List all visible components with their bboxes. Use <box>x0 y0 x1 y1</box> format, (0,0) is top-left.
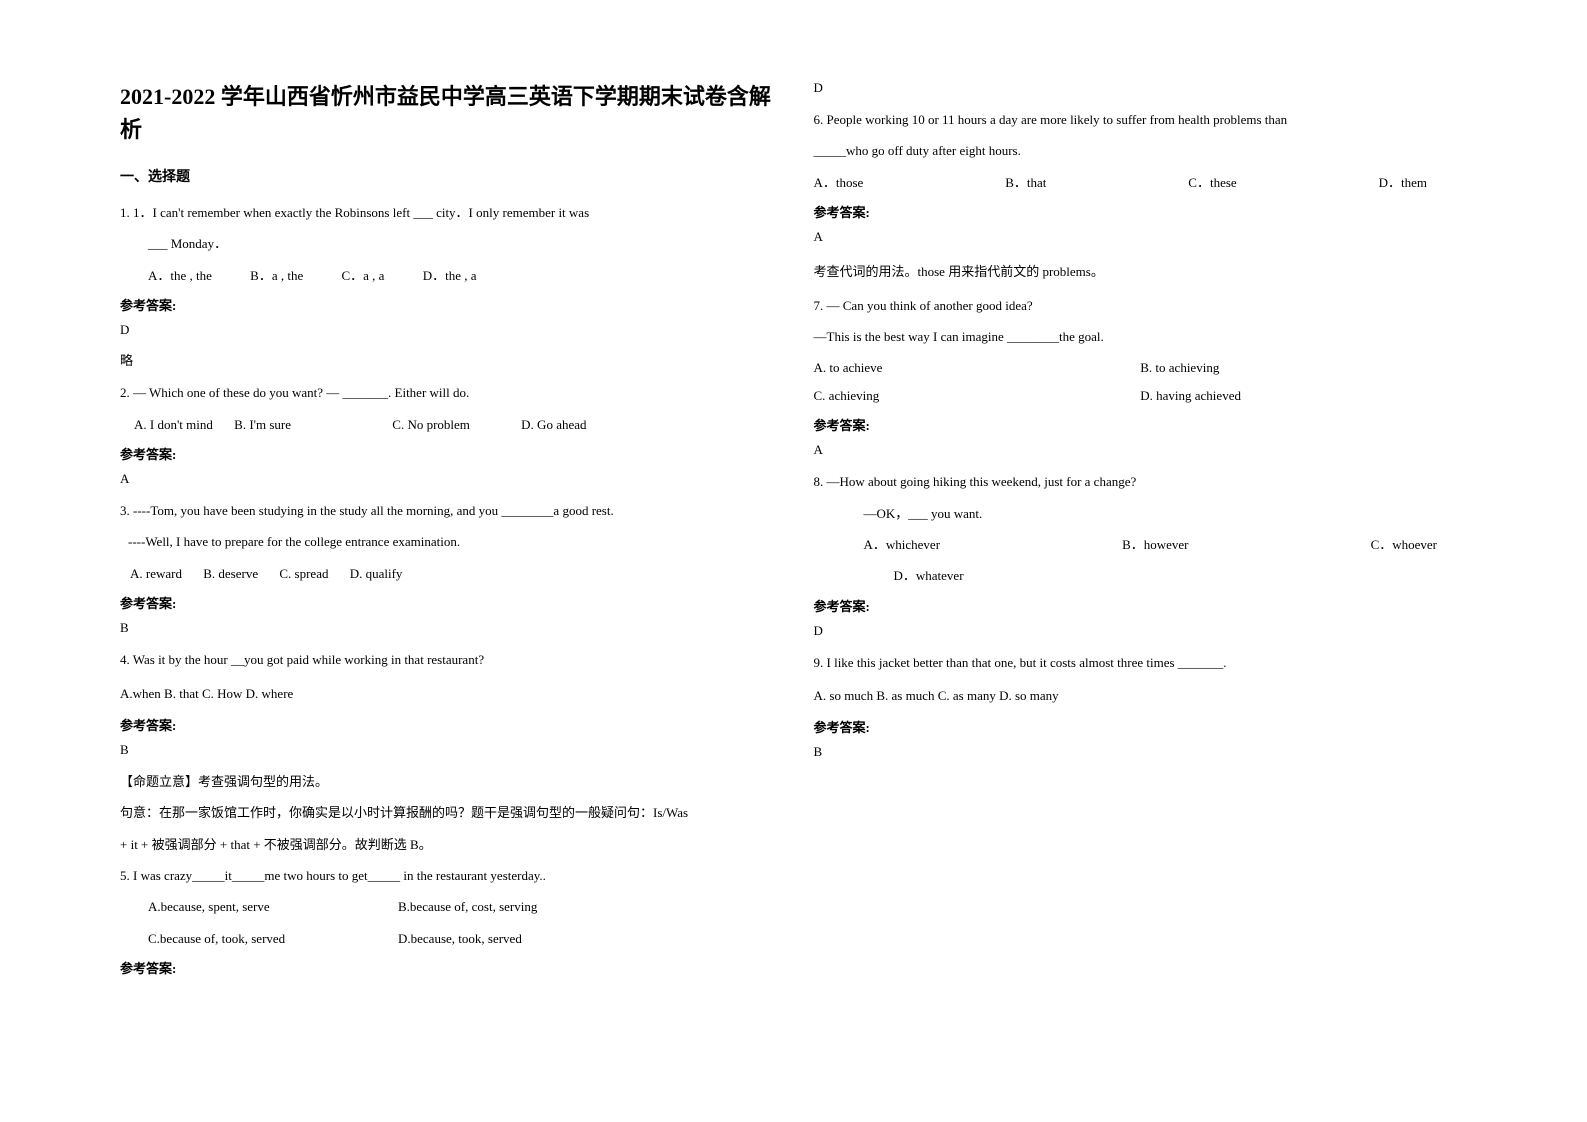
q8-answer-label: 参考答案: <box>814 596 1468 615</box>
q1-answer: D <box>120 322 774 338</box>
q2-opt-d: D. Go ahead <box>521 417 586 432</box>
left-column: 2021-2022 学年山西省忻州市益民中学高三英语下学期期末试卷含解析 一、选… <box>100 80 794 1082</box>
q7-opt-a: A. to achieve <box>814 356 1141 379</box>
q8-opt-c: C．whoever <box>1371 533 1437 556</box>
q7-answer: A <box>814 442 1468 458</box>
q4-answer: B <box>120 742 774 758</box>
q4-note2: 句意：在那一家饭馆工作时，你确实是以小时计算报酬的吗？题干是强调句型的一般疑问句… <box>120 801 774 824</box>
section-1-header: 一、选择题 <box>120 166 774 186</box>
q1-opt-c: C．a , a <box>341 268 384 283</box>
q6-line1: 6. People working 10 or 11 hours a day a… <box>814 108 1468 131</box>
q3-opt-b: B. deserve <box>203 566 258 581</box>
q9-options: A. so much B. as much C. as many D. so m… <box>814 684 1468 707</box>
q3-answer: B <box>120 620 774 636</box>
q7-line1: 7. — Can you think of another good idea? <box>814 294 1468 317</box>
q8-opt-d: D．whatever <box>814 564 1468 587</box>
q2-opt-a: A. I don't mind <box>134 417 213 432</box>
q7-line2: —This is the best way I can imagine ____… <box>814 325 1468 348</box>
q5-opt-b: B.because of, cost, serving <box>398 895 537 918</box>
q7-opt-d: D. having achieved <box>1140 384 1241 407</box>
right-column: D 6. People working 10 or 11 hours a day… <box>794 80 1488 1082</box>
q1-opt-b: B．a , the <box>250 268 303 283</box>
q3-answer-label: 参考答案: <box>120 593 774 612</box>
q8-opt-b: B．however <box>1122 533 1188 556</box>
q4-note1: 【命题立意】考查强调句型的用法。 <box>120 770 774 793</box>
doc-title: 2021-2022 学年山西省忻州市益民中学高三英语下学期期末试卷含解析 <box>120 80 774 146</box>
q8-line1: 8. —How about going hiking this weekend,… <box>814 470 1468 493</box>
q6-opt-c: C．these <box>1188 171 1236 194</box>
q3-line1: 3. ----Tom, you have been studying in th… <box>120 499 774 522</box>
q8-opt-a: A．whichever <box>864 533 941 556</box>
q6-note: 考查代词的用法。those 用来指代前文的 problems。 <box>814 260 1468 283</box>
q2-opt-b: B. I'm sure <box>234 417 291 432</box>
q5-answer-label: 参考答案: <box>120 958 774 977</box>
q5-opt-d: D.because, took, served <box>398 927 522 950</box>
q5-opt-c: C.because of, took, served <box>148 927 398 950</box>
q7-opt-c: C. achieving <box>814 384 1141 407</box>
q5-line1: 5. I was crazy_____it_____me two hours t… <box>120 864 774 887</box>
q4-note3: + it + 被强调部分 + that + 不被强调部分。故判断选 B。 <box>120 833 774 856</box>
q6-opt-b: B．that <box>1005 171 1046 194</box>
q6-opt-d: D．them <box>1379 171 1427 194</box>
q6-answer-label: 参考答案: <box>814 202 1468 221</box>
q2-answer-label: 参考答案: <box>120 444 774 463</box>
q5-options-row2: C.because of, took, served D.because, to… <box>120 927 774 950</box>
q8-options-row1: A．whichever B．however C．whoever <box>814 533 1468 556</box>
q5-opt-a: A.because, spent, serve <box>148 895 398 918</box>
q7-options-row1: A. to achieve B. to achieving <box>814 356 1468 379</box>
q3-opt-c: C. spread <box>279 566 328 581</box>
q1-line1: 1. 1．I can't remember when exactly the R… <box>120 201 774 224</box>
q9-line1: 9. I like this jacket better than that o… <box>814 651 1468 674</box>
q7-answer-label: 参考答案: <box>814 415 1468 434</box>
q1-answer-label: 参考答案: <box>120 295 774 314</box>
q6-answer: A <box>814 229 1468 245</box>
q4-answer-label: 参考答案: <box>120 715 774 734</box>
q8-line2: —OK，___ you want. <box>814 502 1468 525</box>
q2-options: A. I don't mind B. I'm sure C. No proble… <box>120 413 774 436</box>
q3-line2: ----Well, I have to prepare for the coll… <box>120 530 774 553</box>
q1-line2: ___ Monday． <box>120 232 774 255</box>
q6-options: A．those B．that C．these D．them <box>814 171 1468 194</box>
q3-opt-a: A. reward <box>130 566 182 581</box>
q3-opt-d: D. qualify <box>350 566 403 581</box>
q2-opt-c: C. No problem <box>392 417 470 432</box>
q9-answer: B <box>814 744 1468 760</box>
q3-options: A. reward B. deserve C. spread D. qualif… <box>120 562 774 585</box>
q9-answer-label: 参考答案: <box>814 717 1468 736</box>
q1-note: 略 <box>120 350 774 369</box>
q2-answer: A <box>120 471 774 487</box>
q7-opt-b: B. to achieving <box>1140 356 1219 379</box>
q6-opt-a: A．those <box>814 171 864 194</box>
q5-options-row1: A.because, spent, serve B.because of, co… <box>120 895 774 918</box>
q8-answer: D <box>814 623 1468 639</box>
q5-answer: D <box>814 80 1468 96</box>
q6-line2: _____who go off duty after eight hours. <box>814 139 1468 162</box>
q4-options: A.when B. that C. How D. where <box>120 682 774 705</box>
q1-opt-a: A．the , the <box>148 268 212 283</box>
q7-options-row2: C. achieving D. having achieved <box>814 384 1468 407</box>
q2-line1: 2. — Which one of these do you want? — _… <box>120 381 774 404</box>
q4-line1: 4. Was it by the hour __you got paid whi… <box>120 648 774 671</box>
q1-opt-d: D．the , a <box>423 268 477 283</box>
q1-options: A．the , the B．a , the C．a , a D．the , a <box>120 264 774 287</box>
